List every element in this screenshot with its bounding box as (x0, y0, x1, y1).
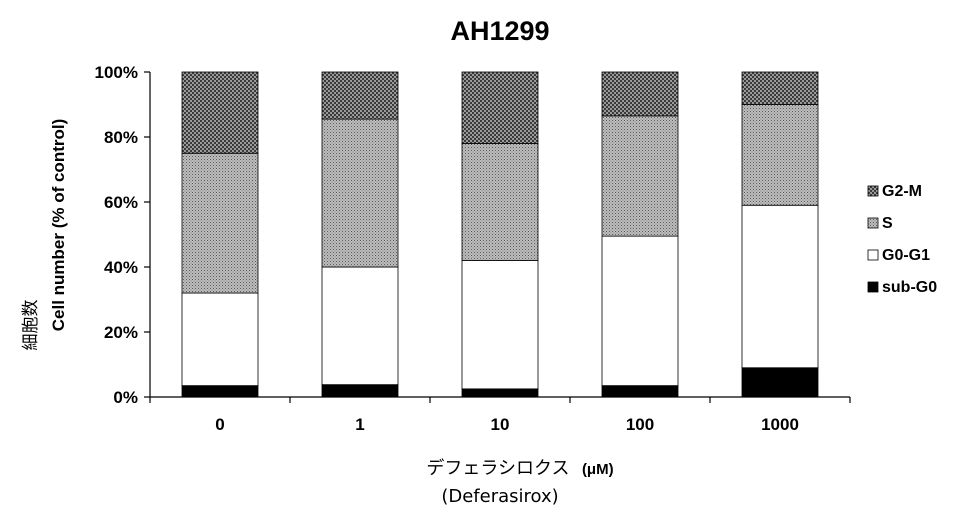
bars (181, 71, 819, 398)
legend-entry: G2-M (882, 183, 922, 200)
legend-entry: S (882, 215, 893, 232)
legend-swatch (867, 217, 879, 229)
bar-segment-sub-g0 (321, 384, 399, 398)
y-axis-label-jp: 細胞数 (21, 300, 41, 351)
y-tick-label: 0% (113, 388, 138, 407)
bar-segment-g2-m (461, 71, 539, 144)
chart-title: AH1299 (450, 16, 549, 46)
y-tick-label: 100% (95, 63, 138, 82)
x-tick-label: 100 (626, 415, 654, 434)
bar-segment-g2-m (181, 71, 259, 154)
bar-segment-s (181, 152, 259, 294)
bar-segment-s (461, 143, 539, 261)
bar-segment-sub-g0 (461, 388, 539, 398)
legend: G2-M S G0-G1 sub-G0 (867, 183, 937, 296)
bar-segment-sub-g0 (181, 385, 259, 398)
legend-swatch (867, 249, 879, 261)
legend-swatch (867, 185, 879, 197)
y-tick-label: 20% (104, 323, 138, 342)
bar-segment-g0-g1 (181, 292, 259, 387)
y-axis: 0% 20% 40% 60% 80% 100% (95, 63, 151, 407)
bar-segment-sub-g0 (741, 367, 819, 398)
x-axis-unit: (μM) (582, 461, 614, 478)
bar-segment-s (741, 104, 819, 206)
x-tick-label: 1000 (761, 415, 799, 434)
y-tick-label: 60% (104, 193, 138, 212)
bar-segment-s (321, 118, 399, 268)
legend-swatch (867, 281, 879, 293)
y-axis-label: Cell number (% of control) (49, 119, 68, 332)
x-axis-sublabel: (Deferasirox) (441, 486, 558, 507)
x-tick-label: 0 (215, 415, 224, 434)
legend-entry: G0-G1 (882, 247, 930, 264)
bar-segment-g2-m (601, 71, 679, 117)
x-axis: 0 1 10 100 1000 (149, 396, 851, 434)
bar-segment-g0-g1 (601, 235, 679, 387)
bar-segment-g2-m (321, 71, 399, 120)
x-axis-label-jp: デフェラシロクス (426, 458, 569, 479)
x-tick-label: 1 (355, 415, 364, 434)
x-axis-label: デフェラシロクス (μM) (426, 458, 613, 479)
bar-segment-g2-m (741, 71, 819, 105)
legend-entry: sub-G0 (882, 279, 937, 296)
bar-segment-g0-g1 (741, 204, 819, 369)
y-tick-label: 40% (104, 258, 138, 277)
x-tick-label: 10 (491, 415, 510, 434)
y-tick-label: 80% (104, 128, 138, 147)
bar-segment-g0-g1 (461, 260, 539, 390)
bar-segment-s (601, 115, 679, 237)
bar-segment-g0-g1 (321, 266, 399, 386)
bar-segment-sub-g0 (601, 385, 679, 398)
